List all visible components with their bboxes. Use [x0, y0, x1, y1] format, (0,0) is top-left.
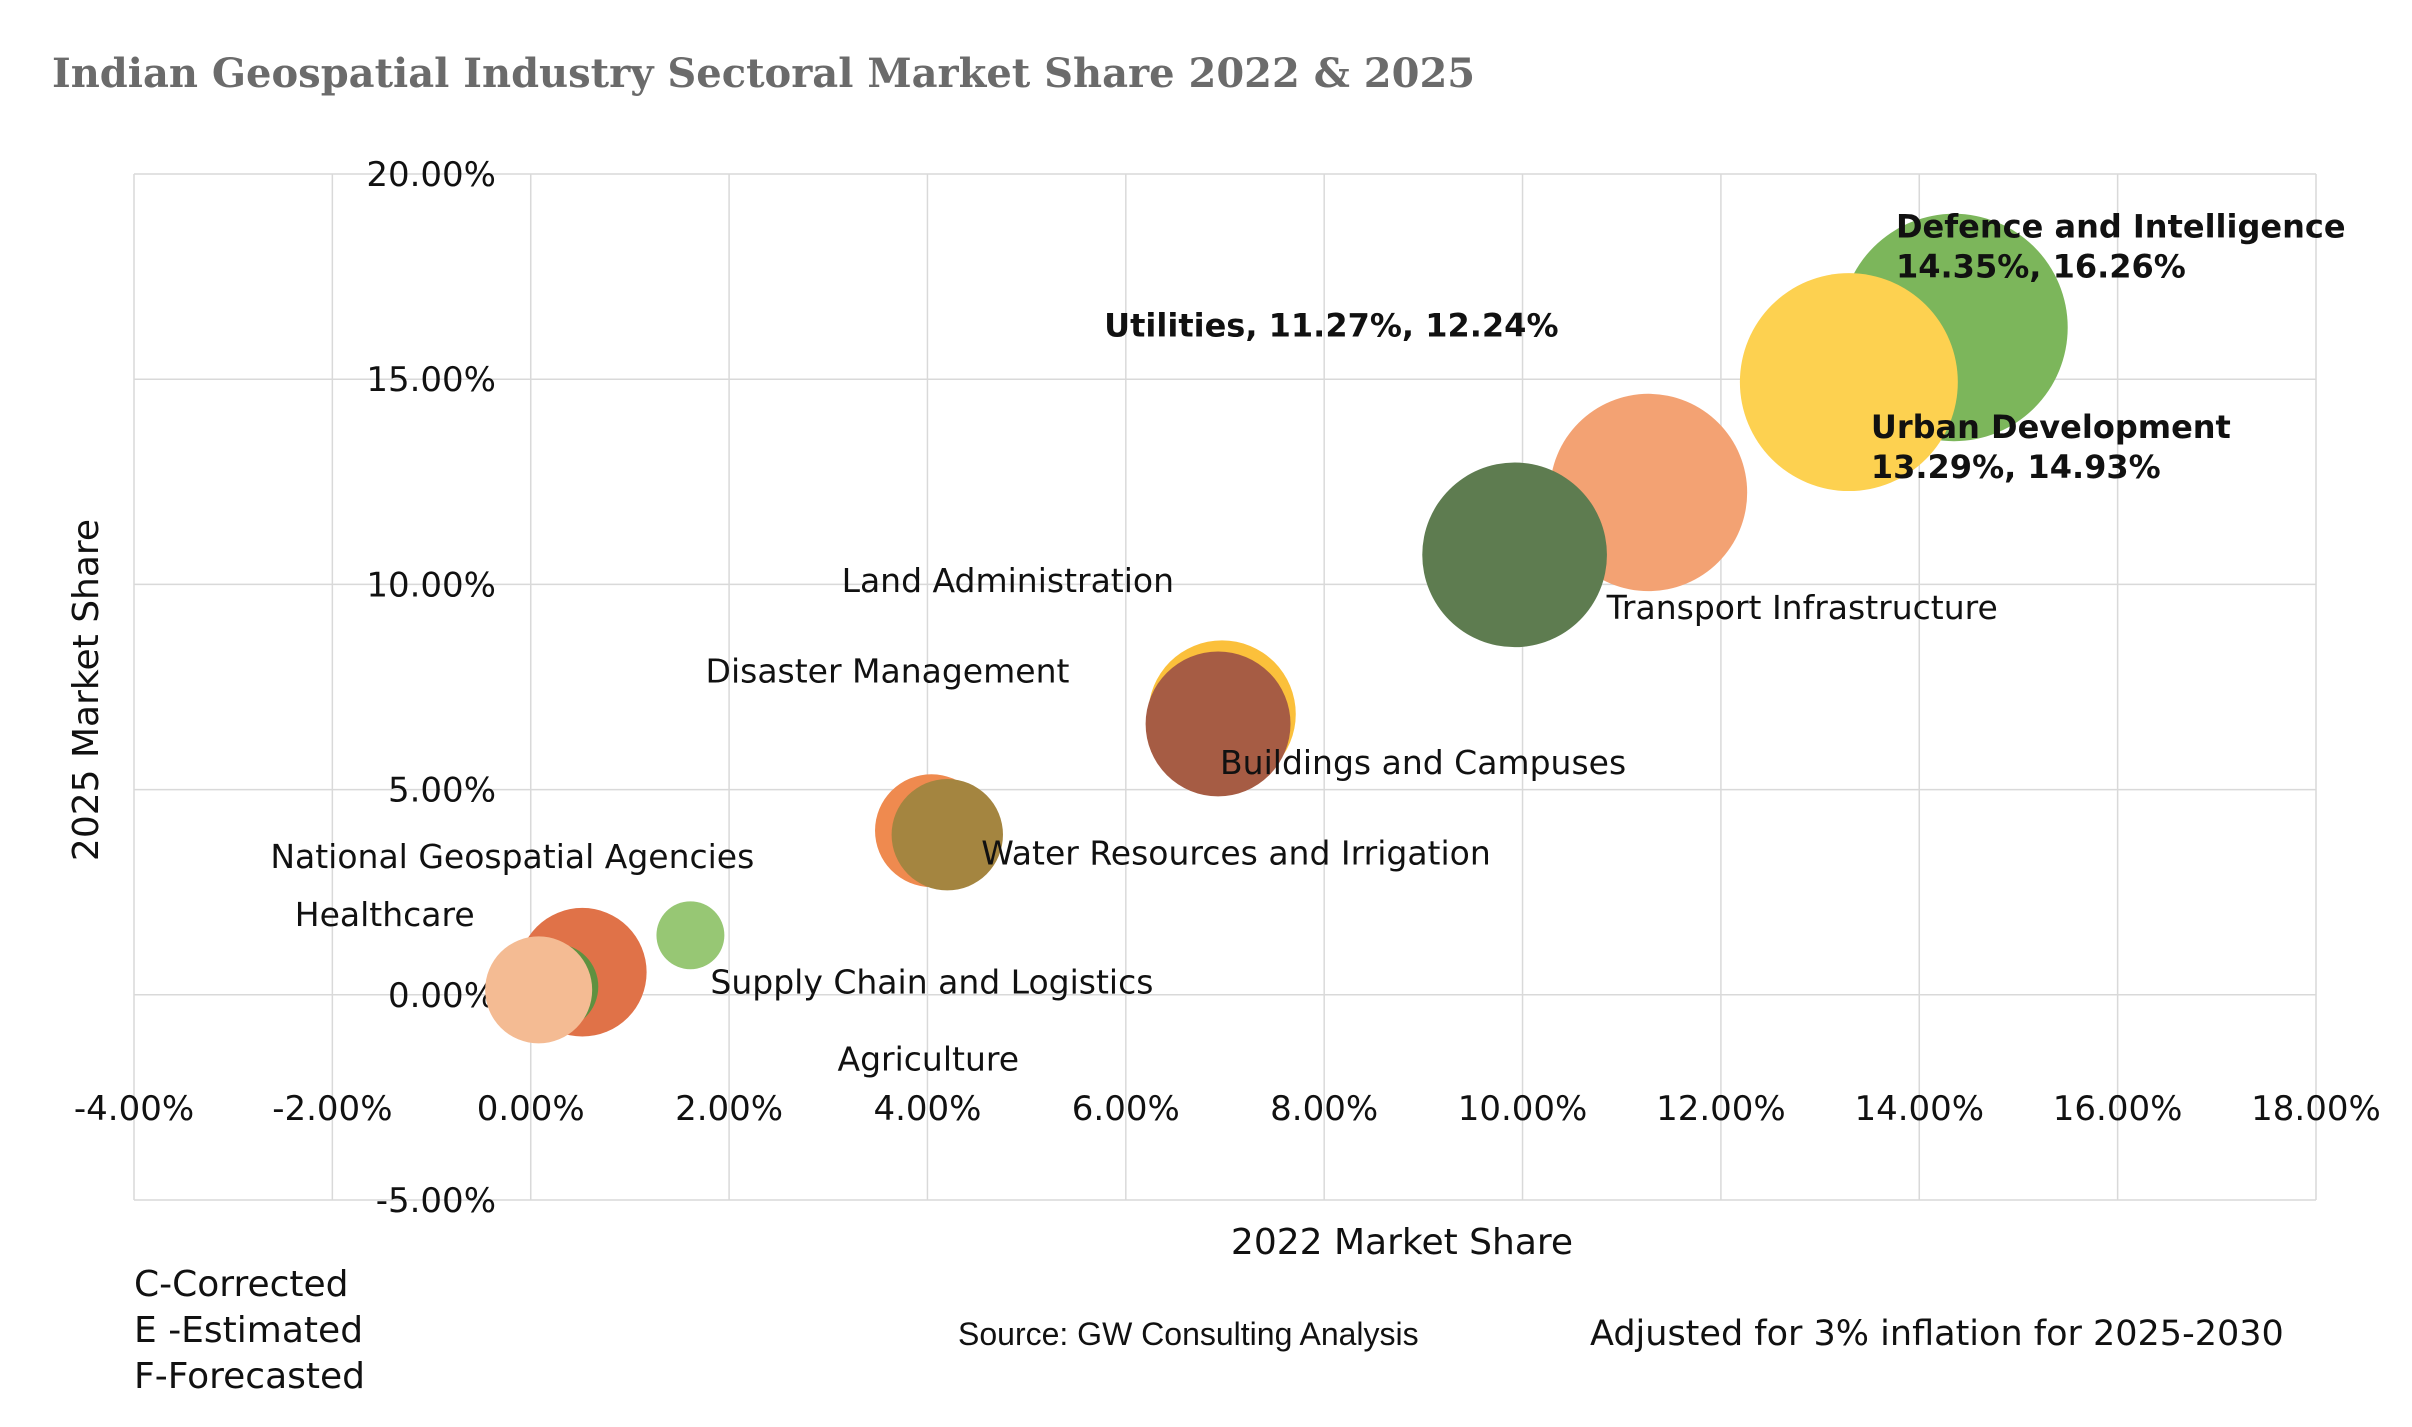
legend-note-corrected: C-Corrected [134, 1264, 349, 1305]
x-tick-label: 18.00% [2251, 1089, 2381, 1129]
source-note: Source: GW Consulting Analysis [958, 1316, 1419, 1352]
x-tick-label: -4.00% [74, 1089, 194, 1129]
x-tick-label: 10.00% [1458, 1089, 1588, 1129]
x-tick-label: -2.00% [272, 1089, 392, 1129]
y-tick-label: 10.00% [366, 565, 496, 605]
x-tick-label: 6.00% [1072, 1089, 1180, 1129]
bubble-label: Agriculture [838, 1040, 1019, 1079]
y-tick-label: -5.00% [376, 1181, 496, 1221]
bubble [1145, 651, 1291, 797]
bubble [485, 936, 593, 1044]
x-axis-ticks: -4.00% -2.00% 0.00% 2.00% 4.00% 6.00% 8.00% 10.… [74, 1089, 2381, 1129]
x-tick-label: 2.00% [675, 1089, 783, 1129]
y-tick-label: 15.00% [366, 360, 496, 400]
bubble-value-label: 13.29%, 14.93% [1871, 448, 2161, 486]
bubble-series [485, 213, 2068, 1044]
inflation-note: Adjusted for 3% inflation for 2025-2030 [1590, 1314, 2284, 1354]
bubble-label: Healthcare [295, 895, 475, 934]
bubble [891, 779, 1003, 891]
y-axis-title: 2025 Market Share [66, 519, 107, 861]
x-tick-label: 0.00% [477, 1089, 585, 1129]
x-tick-label: 12.00% [1656, 1089, 1786, 1129]
bubble [656, 901, 725, 970]
bubble-label: Water Resources and Irrigation [981, 834, 1490, 873]
y-axis-ticks: -5.00% 0.00% 5.00% 10.00% 15.00% 20.00% [366, 155, 496, 1221]
x-tick-label: 16.00% [2053, 1089, 2183, 1129]
x-axis-title: 2022 Market Share [1231, 1222, 1573, 1263]
chart-title: Indian Geospatial Industry Sectoral Mark… [52, 50, 1476, 97]
bubble-label: Defence and Intelligence [1896, 207, 2346, 245]
bubble [1739, 273, 1958, 492]
x-tick-label: 8.00% [1270, 1089, 1378, 1129]
bubble-label: Buildings and Campuses [1220, 743, 1626, 782]
x-tick-label: 4.00% [873, 1089, 981, 1129]
legend-note-estimated: E -Estimated [134, 1310, 364, 1351]
bubble-label: Transport Infrastructure [1606, 588, 1998, 627]
legend-note-forecasted: F-Forecasted [134, 1356, 366, 1397]
bubble-label: National Geospatial Agencies [270, 837, 754, 876]
bubble-label: Utilities, 11.27%, 12.24% [1104, 306, 1558, 344]
bubble-value-label: 14.35%, 16.26% [1896, 247, 2186, 285]
y-tick-label: 20.00% [366, 155, 496, 195]
y-tick-label: 5.00% [388, 771, 496, 811]
bubble-label: Land Administration [842, 561, 1174, 600]
bubble-label: Supply Chain and Logistics [710, 962, 1153, 1001]
y-tick-label: 0.00% [388, 976, 496, 1016]
bubble-label: Urban Development [1871, 408, 2231, 446]
legend-notes: C-Corrected E -Estimated F-Forecasted [134, 1262, 365, 1400]
x-tick-label: 14.00% [1854, 1089, 1984, 1129]
bubble-label: Disaster Management [706, 652, 1070, 691]
bubble [1422, 462, 1607, 648]
